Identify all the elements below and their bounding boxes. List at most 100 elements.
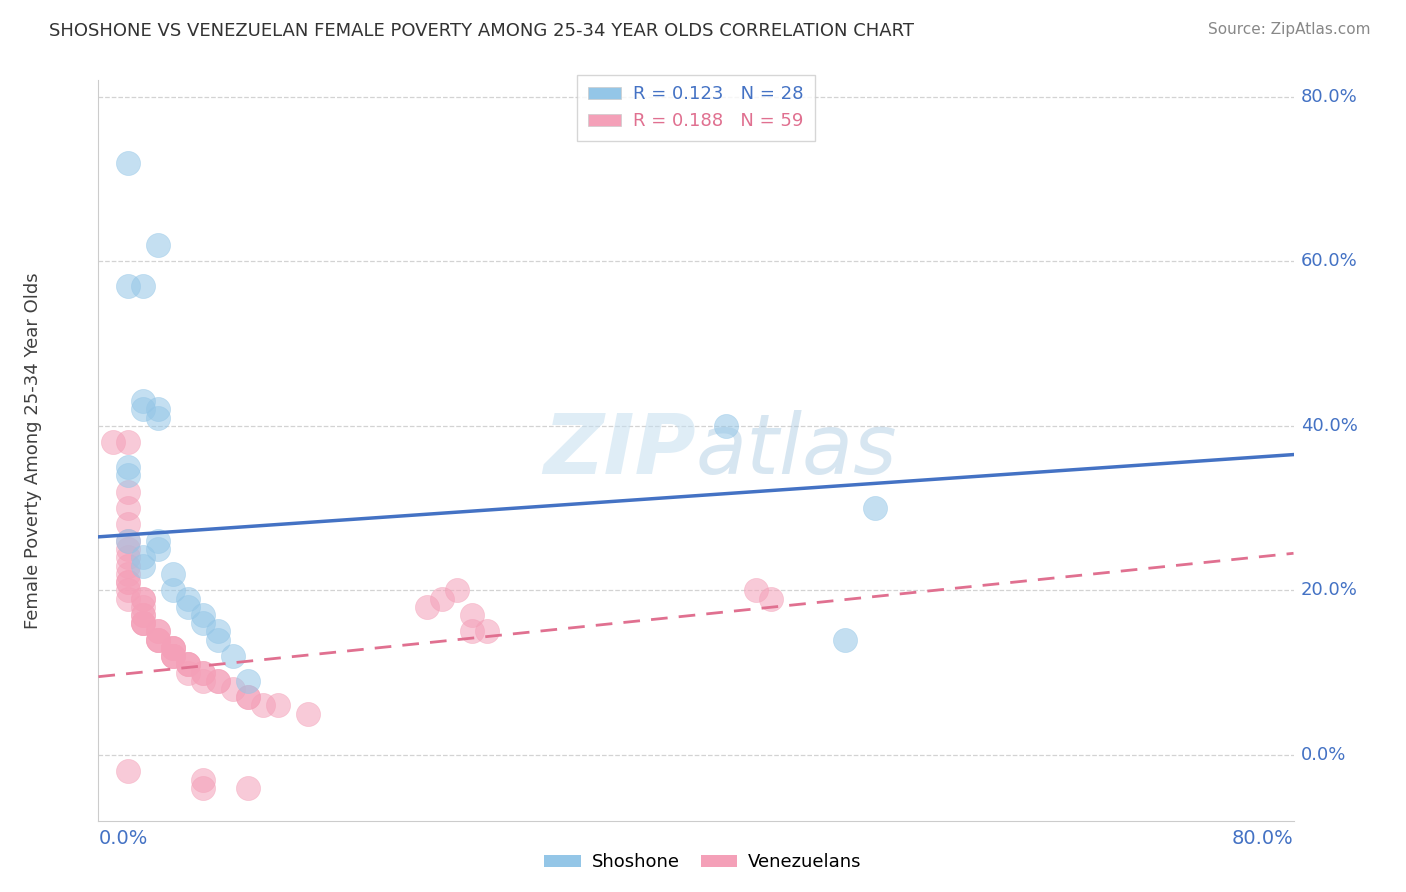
Point [148, 402, 170, 417]
Point [148, 542, 170, 557]
Point [191, 665, 214, 680]
Legend: R = 0.123   N = 28, R = 0.188   N = 59: R = 0.123 N = 28, R = 0.188 N = 59 [578, 75, 814, 141]
Point [117, 468, 139, 483]
Point [148, 533, 170, 548]
Point [117, 279, 139, 293]
Point [162, 649, 184, 664]
Point [132, 616, 155, 631]
Point [222, 681, 245, 696]
Point [162, 649, 184, 664]
Point [132, 607, 155, 622]
Point [162, 640, 184, 655]
Point [117, 566, 139, 581]
Point [297, 706, 319, 721]
Point [177, 599, 200, 614]
Point [132, 550, 155, 565]
Point [162, 583, 184, 598]
Point [446, 583, 468, 598]
Point [132, 616, 155, 631]
Point [236, 690, 259, 705]
Point [177, 657, 200, 672]
Point [236, 673, 259, 688]
Text: 60.0%: 60.0% [1301, 252, 1358, 270]
Point [148, 632, 170, 647]
Point [191, 673, 214, 688]
Point [132, 402, 155, 417]
Point [117, 558, 139, 573]
Point [252, 698, 274, 713]
Point [117, 459, 139, 474]
Point [162, 640, 184, 655]
Text: ZIP: ZIP [543, 410, 696, 491]
Point [117, 533, 139, 548]
Point [461, 607, 484, 622]
Point [117, 484, 139, 499]
Point [132, 558, 155, 573]
Point [148, 624, 170, 639]
Point [132, 279, 155, 293]
Text: 40.0%: 40.0% [1301, 417, 1358, 434]
Point [236, 690, 259, 705]
Text: 0.0%: 0.0% [98, 829, 148, 848]
Point [267, 698, 290, 713]
Text: SHOSHONE VS VENEZUELAN FEMALE POVERTY AMONG 25-34 YEAR OLDS CORRELATION CHART: SHOSHONE VS VENEZUELAN FEMALE POVERTY AM… [49, 22, 914, 40]
Point [117, 575, 139, 590]
Point [103, 435, 125, 450]
Legend: Shoshone, Venezuelans: Shoshone, Venezuelans [537, 847, 869, 879]
Point [207, 673, 229, 688]
Text: Female Poverty Among 25-34 Year Olds: Female Poverty Among 25-34 Year Olds [24, 272, 42, 629]
Point [148, 632, 170, 647]
Point [162, 649, 184, 664]
Point [148, 237, 170, 252]
Point [207, 673, 229, 688]
Point [148, 632, 170, 647]
Point [191, 665, 214, 680]
Point [117, 155, 139, 169]
Text: 20.0%: 20.0% [1301, 582, 1358, 599]
Point [132, 591, 155, 606]
Point [207, 624, 229, 639]
Point [117, 550, 139, 565]
Point [222, 649, 245, 664]
Point [759, 591, 782, 606]
Point [162, 640, 184, 655]
Point [132, 394, 155, 409]
Point [714, 418, 737, 433]
Point [236, 780, 259, 795]
Point [132, 591, 155, 606]
Point [162, 566, 184, 581]
Point [117, 501, 139, 516]
Point [117, 764, 139, 779]
Point [132, 599, 155, 614]
Text: 80.0%: 80.0% [1301, 87, 1358, 106]
Point [177, 665, 200, 680]
Text: Source: ZipAtlas.com: Source: ZipAtlas.com [1208, 22, 1371, 37]
Point [117, 583, 139, 598]
Point [416, 599, 439, 614]
Text: 80.0%: 80.0% [1232, 829, 1294, 848]
Point [191, 616, 214, 631]
Point [834, 632, 856, 647]
Point [191, 772, 214, 787]
Point [461, 624, 484, 639]
Point [475, 624, 498, 639]
Point [117, 435, 139, 450]
Point [117, 533, 139, 548]
Point [745, 583, 768, 598]
Point [117, 517, 139, 532]
Point [148, 624, 170, 639]
Point [117, 591, 139, 606]
Point [117, 575, 139, 590]
Point [177, 591, 200, 606]
Point [865, 501, 887, 516]
Point [191, 607, 214, 622]
Point [430, 591, 453, 606]
Point [191, 780, 214, 795]
Point [132, 616, 155, 631]
Point [148, 410, 170, 425]
Text: 0.0%: 0.0% [1301, 746, 1347, 764]
Point [132, 607, 155, 622]
Point [117, 542, 139, 557]
Point [177, 657, 200, 672]
Point [177, 657, 200, 672]
